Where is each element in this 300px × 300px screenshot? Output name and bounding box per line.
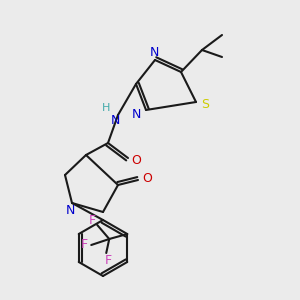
Text: O: O [131,154,141,167]
Text: F: F [81,238,88,251]
Text: H: H [102,103,110,113]
Text: N: N [65,205,75,218]
Text: N: N [149,46,159,59]
Text: N: N [110,113,120,127]
Text: F: F [105,254,112,266]
Text: O: O [142,172,152,184]
Text: F: F [89,214,96,226]
Text: N: N [131,109,141,122]
Text: S: S [201,98,209,110]
